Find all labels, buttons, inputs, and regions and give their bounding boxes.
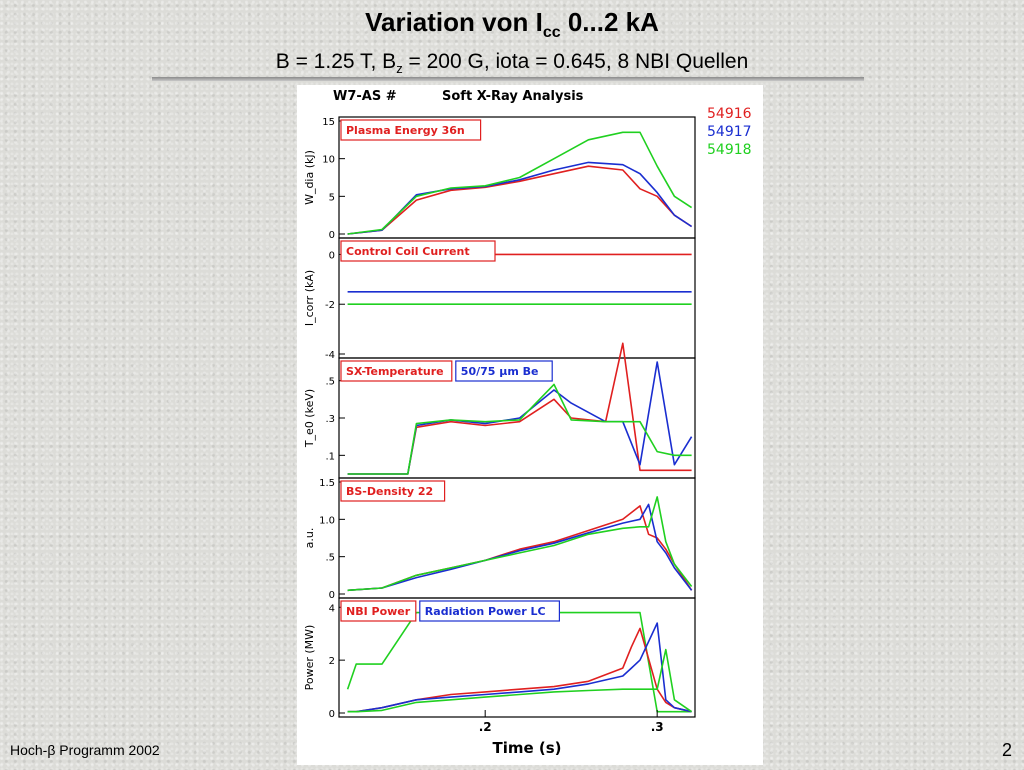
panel-2-ytick-label: -4 bbox=[325, 350, 335, 361]
title-main: Variation von I bbox=[365, 7, 543, 37]
panel-5-ytick-label: 0 bbox=[329, 709, 335, 720]
series-line-54918 bbox=[347, 496, 693, 592]
series-line-54917 bbox=[347, 503, 693, 592]
title-end: 0...2 kA bbox=[560, 7, 659, 37]
panel-4-ylabel: a.u. bbox=[303, 528, 316, 549]
panel-2-title-box bbox=[340, 240, 496, 262]
title-subscript: cc bbox=[542, 24, 561, 42]
legend-shot-54918: 54918 bbox=[707, 142, 752, 158]
subtitle-part-b: = 200 G, iota = 0.645, 8 NBI Quellen bbox=[402, 50, 749, 74]
panel-3-ytick-label: .3 bbox=[325, 414, 335, 425]
figure-header-left: W7-AS # bbox=[333, 89, 397, 104]
figure-header-right: Soft X-Ray Analysis bbox=[442, 89, 584, 104]
panel-2-title: Control Coil Current bbox=[346, 245, 470, 258]
panel-5-ytick-label: 2 bbox=[329, 656, 335, 667]
panel-1-ytick-label: 15 bbox=[322, 117, 335, 128]
panel-4-ytick-label: 1.0 bbox=[319, 515, 335, 526]
title-line-1: Variation von Icc 0...2 kA bbox=[0, 6, 1024, 49]
legend-shot-54916: 54916 bbox=[707, 106, 752, 122]
series-line-54916 bbox=[347, 627, 692, 713]
slide-title: Variation von Icc 0...2 kA B = 1.25 T, B… bbox=[0, 6, 1024, 82]
panel-3-ytick-label: .1 bbox=[325, 451, 335, 462]
x-axis-label: Time (s) bbox=[492, 739, 561, 757]
panel-3-title: SX-Temperature bbox=[346, 365, 444, 378]
panel-4-title: BS-Density 22 bbox=[346, 485, 433, 498]
xtick-label: .3 bbox=[651, 720, 664, 734]
panel-3-annotation: 50/75 μm Be bbox=[461, 365, 539, 378]
series-line-54918 bbox=[347, 131, 693, 235]
panel-frame-5 bbox=[338, 597, 696, 718]
panel-2-ylabel: I_corr (kA) bbox=[303, 270, 316, 326]
panel-4-ytick-label: 1.5 bbox=[319, 478, 335, 489]
title-divider bbox=[152, 77, 864, 81]
panel-3-annotation-box bbox=[455, 360, 553, 382]
panel-1-title-box bbox=[340, 119, 482, 141]
subtitle-subscript: z bbox=[396, 61, 403, 77]
panel-1-ytick-label: 0 bbox=[329, 230, 335, 241]
subtitle-part-a: B = 1.25 T, B bbox=[275, 50, 397, 74]
panel-3-title-box bbox=[340, 360, 453, 382]
panel-4-ytick-label: .5 bbox=[325, 553, 335, 564]
panel-5-ylabel: Power (MW) bbox=[303, 625, 316, 691]
panel-4-ytick-label: 0 bbox=[329, 590, 335, 601]
panel-5-annotation-box bbox=[419, 600, 561, 622]
title-line-2: B = 1.25 T, Bz = 200 G, iota = 0.645, 8 … bbox=[0, 49, 1024, 82]
panel-1-ytick-label: 5 bbox=[329, 192, 335, 203]
series-line-54917 bbox=[347, 622, 692, 713]
legend-shot-54917: 54917 bbox=[707, 124, 752, 140]
panel-1-ytick-label: 10 bbox=[322, 155, 335, 166]
series-line-54918 bbox=[347, 648, 693, 713]
series-line-54917 bbox=[347, 161, 693, 235]
panel-5-title-box bbox=[340, 600, 417, 622]
multi-panel-chart: W7-AS # Soft X-Ray Analysis 54916 54917 5491… bbox=[303, 89, 752, 757]
panel-3-ytick-label: .5 bbox=[325, 377, 335, 388]
panel-5-annotation: Radiation Power LC bbox=[425, 605, 546, 618]
xtick-label: .2 bbox=[479, 720, 492, 734]
panel-5-ytick-label: 4 bbox=[329, 603, 335, 614]
panel-1-ylabel: W_dia (kJ) bbox=[303, 150, 316, 205]
panel-2-ytick-label: -2 bbox=[325, 300, 335, 311]
series-line-54918 bbox=[347, 383, 692, 475]
panel-4-title-box bbox=[340, 480, 446, 502]
panel-3-ylabel: T_e0 (keV) bbox=[303, 389, 316, 448]
panel-2-ytick-label: 0 bbox=[329, 250, 335, 261]
panel-5-title: NBI Power bbox=[346, 605, 411, 618]
page-number: 2 bbox=[1001, 740, 1012, 760]
panel-1-title: Plasma Energy 36n bbox=[346, 124, 465, 137]
series-line-54916 bbox=[347, 165, 693, 235]
footer-program-label: Hoch-β Programm 2002 bbox=[10, 742, 160, 758]
series-line-54916-nbi bbox=[346, 611, 692, 713]
figure-panel: W7-AS # Soft X-Ray Analysis 54916 54917 5491… bbox=[297, 85, 763, 765]
